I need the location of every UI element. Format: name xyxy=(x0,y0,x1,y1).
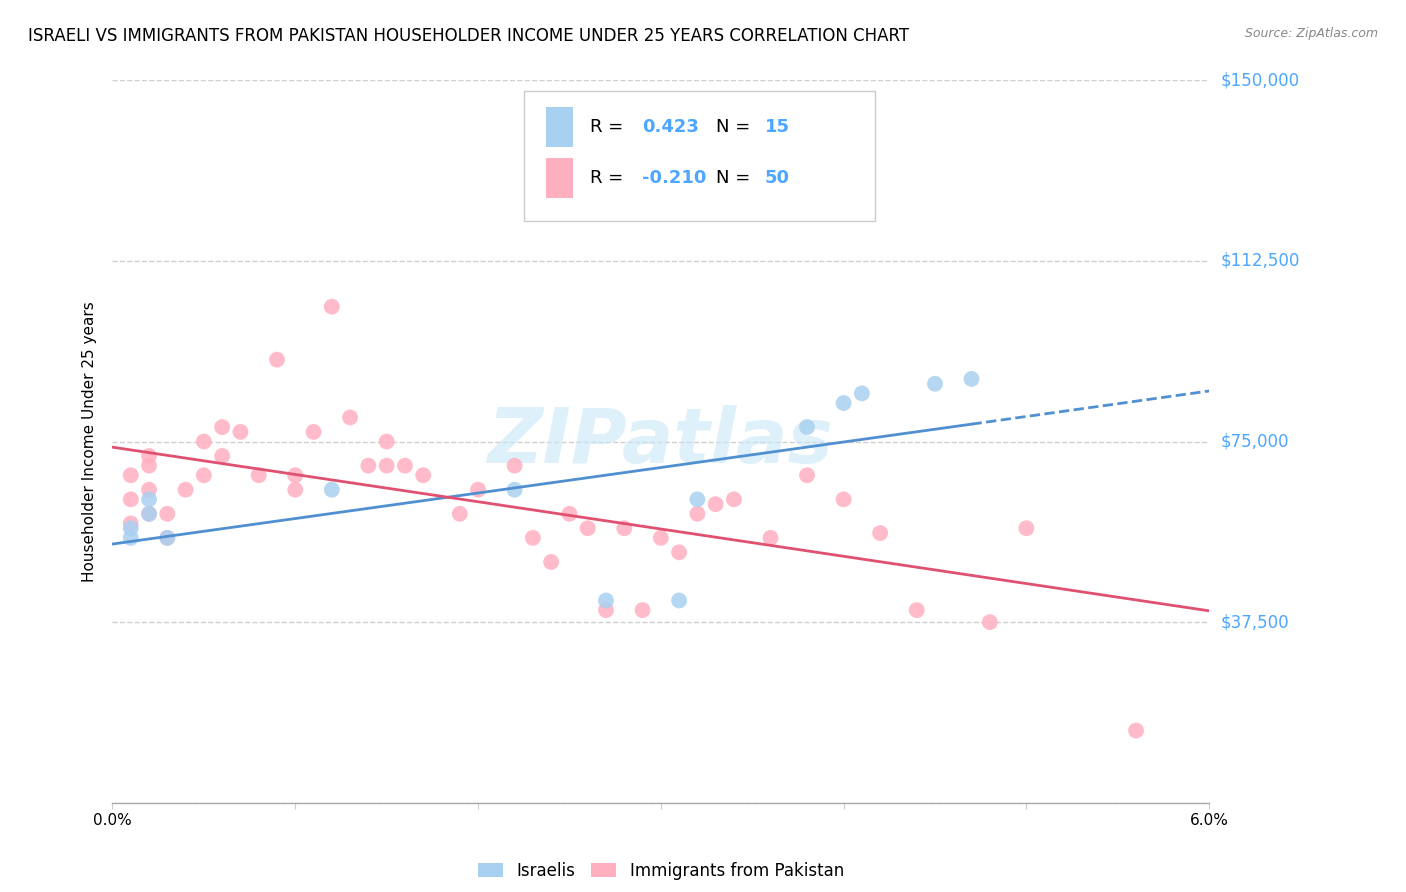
Point xyxy=(229,425,252,439)
Point xyxy=(576,521,599,535)
Text: $37,500: $37,500 xyxy=(1220,613,1289,632)
Text: N =: N = xyxy=(716,119,755,136)
Point xyxy=(284,483,307,497)
Point xyxy=(723,492,745,507)
Point xyxy=(321,483,343,497)
Point xyxy=(138,507,160,521)
Point xyxy=(156,507,179,521)
Point xyxy=(851,386,873,401)
Point xyxy=(686,507,709,521)
Point xyxy=(595,603,617,617)
Text: R =: R = xyxy=(589,169,628,186)
Point xyxy=(284,468,307,483)
Point xyxy=(558,507,581,521)
Point xyxy=(138,492,160,507)
Point xyxy=(960,372,983,386)
Point xyxy=(522,531,544,545)
Text: $75,000: $75,000 xyxy=(1220,433,1289,450)
Point xyxy=(193,468,215,483)
Point xyxy=(704,497,727,511)
Text: 15: 15 xyxy=(765,119,790,136)
Text: Source: ZipAtlas.com: Source: ZipAtlas.com xyxy=(1244,27,1378,40)
Point xyxy=(832,492,855,507)
Text: ZIPatlas: ZIPatlas xyxy=(488,405,834,478)
Point xyxy=(174,483,197,497)
Point xyxy=(120,531,142,545)
Point xyxy=(375,458,398,473)
Point xyxy=(247,468,270,483)
Point xyxy=(924,376,946,391)
Point xyxy=(394,458,416,473)
Point xyxy=(211,420,233,434)
Point xyxy=(120,521,142,535)
Point xyxy=(1015,521,1038,535)
Point xyxy=(302,425,325,439)
Point xyxy=(138,483,160,497)
Point xyxy=(120,492,142,507)
FancyBboxPatch shape xyxy=(546,158,574,198)
Point xyxy=(595,593,617,607)
Point xyxy=(357,458,380,473)
Point xyxy=(503,458,526,473)
Point xyxy=(905,603,928,617)
Point xyxy=(156,531,179,545)
Point xyxy=(321,300,343,314)
Point xyxy=(138,449,160,463)
Point xyxy=(540,555,562,569)
FancyBboxPatch shape xyxy=(524,91,875,221)
Point xyxy=(668,545,690,559)
Point xyxy=(796,420,818,434)
Point xyxy=(193,434,215,449)
Text: N =: N = xyxy=(716,169,755,186)
Point xyxy=(668,593,690,607)
Point xyxy=(796,468,818,483)
Point xyxy=(412,468,434,483)
Legend: Israelis, Immigrants from Pakistan: Israelis, Immigrants from Pakistan xyxy=(478,862,844,880)
Point xyxy=(467,483,489,497)
Point xyxy=(138,458,160,473)
Point xyxy=(613,521,636,535)
Text: ISRAELI VS IMMIGRANTS FROM PAKISTAN HOUSEHOLDER INCOME UNDER 25 YEARS CORRELATIO: ISRAELI VS IMMIGRANTS FROM PAKISTAN HOUS… xyxy=(28,27,910,45)
Point xyxy=(503,483,526,497)
Point xyxy=(339,410,361,425)
Point xyxy=(832,396,855,410)
Point xyxy=(869,526,891,541)
Text: -0.210: -0.210 xyxy=(643,169,707,186)
Point xyxy=(1125,723,1147,738)
Point xyxy=(449,507,471,521)
Text: $150,000: $150,000 xyxy=(1220,71,1299,89)
Text: R =: R = xyxy=(589,119,628,136)
Text: $112,500: $112,500 xyxy=(1220,252,1299,270)
FancyBboxPatch shape xyxy=(546,107,574,147)
Point xyxy=(375,434,398,449)
Point xyxy=(686,492,709,507)
Y-axis label: Householder Income Under 25 years: Householder Income Under 25 years xyxy=(82,301,97,582)
Point xyxy=(120,468,142,483)
Text: 50: 50 xyxy=(765,169,790,186)
Point xyxy=(156,531,179,545)
Text: 0.423: 0.423 xyxy=(643,119,699,136)
Point xyxy=(266,352,288,367)
Point xyxy=(979,615,1001,630)
Point xyxy=(759,531,782,545)
Point xyxy=(120,516,142,531)
Point xyxy=(650,531,672,545)
Point xyxy=(631,603,654,617)
Point xyxy=(138,507,160,521)
Point xyxy=(211,449,233,463)
